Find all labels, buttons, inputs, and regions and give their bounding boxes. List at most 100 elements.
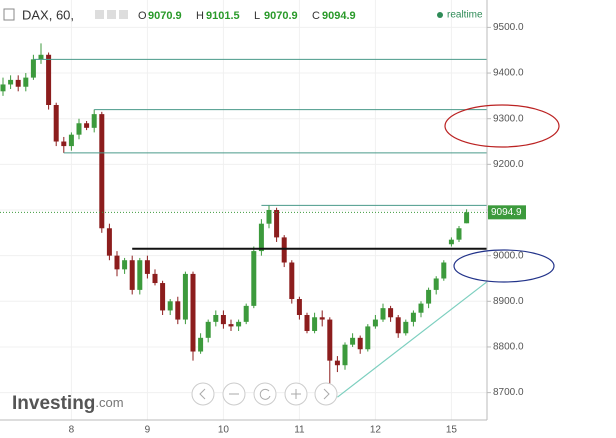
last-price-badge [488,205,526,220]
candle-body [137,260,143,290]
candle-body [61,141,67,147]
candle-body [327,319,333,361]
status-dot [437,12,443,18]
x-tick-label: 8 [69,425,75,436]
ohlc-value: 9101.5 [206,10,240,22]
header-button[interactable] [119,10,128,19]
candle-body [182,273,188,320]
candle-body [395,317,401,334]
brand-name: Investing [12,393,95,414]
candle-body [456,228,462,240]
header-button[interactable] [107,10,116,19]
candle-body [106,228,112,256]
brand: Investing.com [12,393,124,414]
candle-body [175,301,181,320]
y-tick-label: 9300.0 [493,113,524,124]
ohlc-label: C [312,10,320,22]
candle-body [281,237,287,263]
candle-body [433,278,439,290]
candle-body [213,315,219,322]
candle-body [167,301,173,311]
header: DAX, 60, O 9070.9 H 9101.5 L 9070.9 C 9094.9 re… [3,7,483,22]
candle-body [312,317,318,331]
candle-body [357,337,363,350]
ohlc: O 9070.9 H 9101.5 L 9070.9 C 9094.9 [138,10,356,22]
candle-body [46,54,52,105]
candle-body [441,262,447,279]
candle-body [114,255,120,270]
icon [259,388,271,400]
highlight-ellipse [444,104,560,148]
candle-body [319,317,325,320]
candle-body [23,77,29,87]
reset-button[interactable] [253,382,277,406]
toolbar [191,382,338,406]
icon [291,389,301,399]
candle-body [228,324,234,327]
candle-body [380,308,386,320]
candle-body [464,212,470,224]
x-tick-label: 12 [370,425,382,436]
candle-body [372,319,378,327]
candle-body [448,239,454,245]
candle-body [403,321,409,334]
ohlc-label: H [196,10,204,22]
candle-body [304,315,310,331]
candle-body [426,289,432,304]
x-tick-label: 10 [218,425,230,436]
candle-body [296,299,302,315]
candle-body [388,308,394,318]
plot [0,43,488,398]
candle-body [99,114,105,229]
candle-body [274,210,280,238]
y-tick-label: 8900.0 [493,296,524,307]
x-tick-label: 9 [145,425,151,436]
candle-body [258,223,264,252]
candle-body [236,321,242,327]
ohlc-value: 9070.9 [264,10,298,22]
candle-body [220,315,226,325]
ohlc-label: O [138,10,147,22]
candle-body [410,312,416,322]
candle-body [243,305,249,322]
y-tick-label: 9500.0 [493,22,524,33]
candle-body [152,273,158,284]
y-tick-label: 9400.0 [493,68,524,79]
candle-body [91,114,97,128]
candle-body [198,337,204,352]
header-button[interactable] [95,10,104,19]
candle-body [68,134,74,147]
y-tick-label: 9000.0 [493,250,524,261]
candle-body [365,326,371,350]
candle-body [205,321,211,338]
symbol-icon [3,8,15,21]
candle-body [266,210,272,224]
candle-body [15,79,21,87]
ohlc-value: 9070.9 [148,10,182,22]
scroll-right-button[interactable] [314,382,338,406]
brand-suffix: .com [95,395,123,410]
candle-body [30,59,36,78]
candle-body [53,105,59,142]
ohlc-value: 9094.9 [322,10,356,22]
candle-body [129,260,135,290]
candle-body [84,123,90,128]
x-tick-label: 15 [446,425,458,436]
candle-body [350,337,356,345]
icon [199,388,206,400]
status: realtime [447,10,483,21]
x-tick-label: 11 [294,425,305,436]
highlight-ellipse [453,249,555,283]
scroll-left-button[interactable] [191,382,215,406]
candle-body [144,260,150,274]
candle-body [8,79,14,85]
y-tick-label: 8700.0 [493,387,524,398]
last-price-label: 9094.9 [491,207,522,218]
trend-line [337,281,488,398]
candle-body [418,303,424,313]
candle-body [334,360,340,366]
candle-body [342,344,348,366]
candle-body [38,54,44,60]
candle-body [122,260,128,270]
